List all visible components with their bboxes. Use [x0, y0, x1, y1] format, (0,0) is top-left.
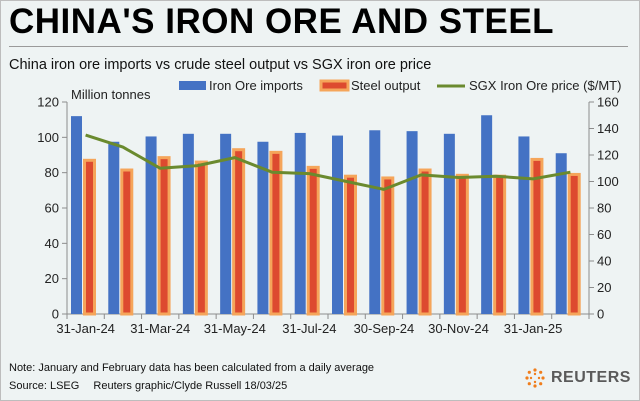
y-tick-label-left: 120 [37, 95, 59, 110]
y-tick-label-left: 40 [45, 236, 59, 251]
steel-output-bar [418, 168, 432, 316]
steel-output-bar [455, 173, 469, 316]
x-tick-label: 31-Jan-25 [504, 321, 563, 336]
y-tick-label-left: 80 [45, 165, 59, 180]
steel-output-bar [120, 168, 134, 316]
iron-ore-imports-bar [71, 116, 82, 314]
chart-subtitle: China iron ore imports vs crude steel ou… [9, 57, 432, 73]
steel-output-bar [381, 176, 395, 316]
iron-ore-imports-bar [555, 153, 567, 314]
y-tick-label-right: 40 [597, 254, 611, 269]
iron-ore-imports-bar [257, 141, 269, 314]
iron-ore-imports-bar [443, 133, 455, 314]
title-divider [9, 46, 628, 47]
x-tick-label: 30-Nov-24 [428, 321, 489, 336]
iron-ore-imports-bar [182, 133, 194, 314]
x-tick-label: 31-Mar-24 [130, 321, 190, 336]
legend-swatch-steel [319, 79, 350, 92]
steel-output-bar [83, 158, 96, 316]
reuters-logo-icon [525, 368, 545, 388]
x-tick-label: 31-Jul-24 [282, 321, 336, 336]
iron-ore-imports-bar [145, 136, 157, 314]
steel-output-bar [530, 157, 544, 316]
x-tick-label: 31-Jan-24 [56, 321, 115, 336]
source-line: Source: LSEG Reuters graphic/Clyde Russe… [9, 380, 298, 392]
reuters-logo: REUTERS [524, 367, 631, 389]
x-tick-label: 30-Sep-24 [354, 321, 415, 336]
y-tick-label-right: 160 [597, 95, 619, 110]
steel-output-bar [157, 156, 171, 316]
y-tick-label-left: 100 [37, 130, 59, 145]
legend-label-imports: Iron Ore imports [209, 78, 303, 93]
x-tick-label: 31-May-24 [204, 321, 266, 336]
y-tick-label-right: 0 [597, 307, 604, 322]
y-tick-label-right: 20 [597, 280, 611, 295]
steel-output-bar [344, 174, 357, 316]
iron-ore-imports-bar [518, 136, 530, 314]
iron-ore-imports-bar [332, 135, 343, 314]
legend-label-price: SGX Iron Ore price ($/MT) [469, 78, 621, 93]
y-tick-label-right: 80 [597, 201, 611, 216]
steel-output-bar [194, 160, 208, 316]
page-title: CHINA'S IRON ORE AND STEEL [9, 2, 555, 41]
steel-output-bar [232, 148, 246, 316]
y-tick-label-right: 140 [597, 121, 619, 136]
y-tick-label-right: 120 [597, 148, 619, 163]
legend-label-steel: Steel output [351, 78, 421, 93]
footnote: Note: January and February data has been… [9, 362, 375, 374]
y-tick-label-right: 100 [597, 174, 619, 189]
y-tick-label-left: 20 [45, 271, 59, 286]
iron-ore-imports-bar [294, 132, 306, 314]
y-tick-label-left: 60 [45, 201, 59, 216]
steel-output-bar [493, 174, 507, 316]
iron-ore-imports-bar [369, 130, 381, 314]
iron-ore-imports-bar [108, 141, 120, 314]
legend-swatch-imports [179, 81, 206, 90]
steel-output-bar [567, 172, 581, 316]
reuters-logo-text: REUTERS [551, 369, 631, 386]
credit-text: Reuters graphic/Clyde Russell 18/03/25 [93, 380, 288, 392]
y-tick-label-left: 0 [52, 307, 59, 322]
source-text: Source: LSEG [9, 380, 80, 392]
steel-output-bar [269, 150, 283, 316]
y-tick-label-right: 60 [597, 227, 611, 242]
iron-ore-imports-bar [220, 133, 232, 314]
sgx-price-line [85, 133, 571, 191]
steel-output-bar [306, 165, 320, 316]
iron-ore-imports-bar [406, 131, 418, 314]
iron-ore-imports-bar [481, 115, 493, 314]
y-unit-label: Million tonnes [71, 87, 151, 102]
